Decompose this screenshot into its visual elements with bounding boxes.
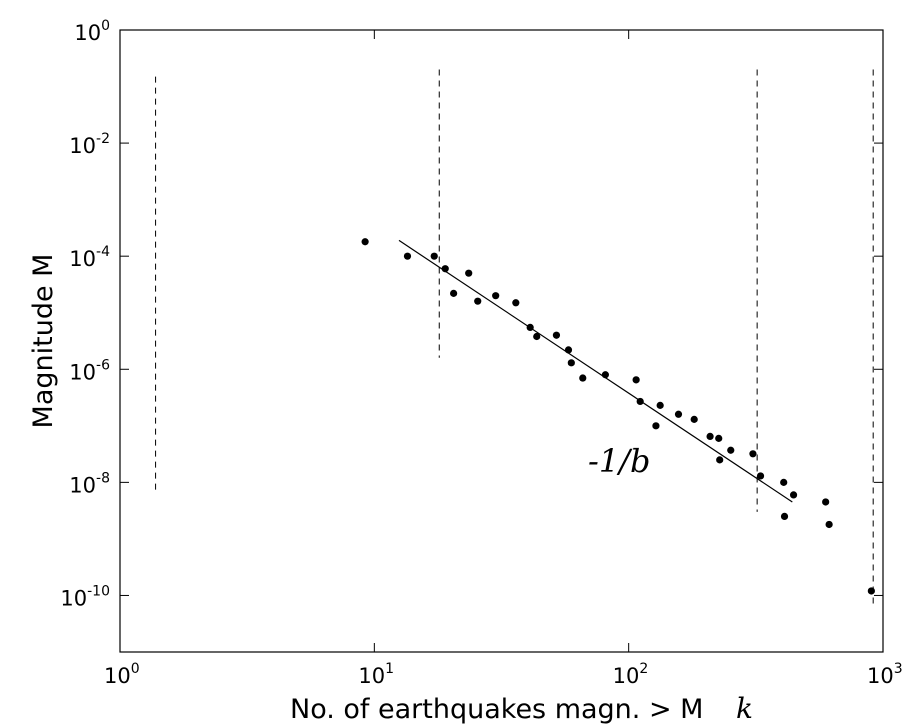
data-point-26 (727, 446, 735, 454)
data-point-24 (715, 434, 723, 442)
x-tick-exponent: 2 (639, 661, 648, 677)
data-point-34 (867, 587, 875, 595)
data-point-20 (656, 401, 664, 409)
x-tick-base: 10 (613, 664, 640, 688)
plot-frame (119, 29, 884, 653)
x-tick-exponent: 1 (385, 661, 394, 677)
y-tick-label-2: 10-2 (69, 131, 110, 158)
y-tick-label-5: 10-8 (69, 470, 110, 497)
data-point-14 (567, 359, 575, 367)
data-point-12 (552, 331, 561, 339)
y-tick-label-4: 10-6 (69, 357, 110, 384)
data-point-13 (564, 346, 573, 354)
data-point-30 (780, 512, 789, 521)
data-point-19 (652, 422, 660, 430)
y-tick-label-3: 10-4 (69, 244, 110, 271)
y-tick-base: 10 (69, 360, 96, 384)
data-point-9 (512, 299, 520, 307)
data-point-10 (526, 323, 534, 332)
data-point-23 (706, 432, 714, 440)
data-point-27 (749, 450, 757, 458)
x-axis-ticks: 100 101 102 103 (104, 30, 903, 688)
data-point-5 (450, 289, 458, 297)
data-point-29 (780, 478, 788, 486)
data-point-15 (579, 374, 587, 382)
fit-line (398, 239, 793, 503)
data-point-11 (533, 332, 541, 341)
data-point-3 (430, 252, 438, 260)
data-point-32 (822, 498, 830, 506)
x-tick-label-3: 102 (613, 661, 649, 688)
x-tick-label-4: 103 (867, 661, 903, 688)
y-tick-exponent: -2 (96, 131, 110, 147)
data-point-18 (636, 397, 644, 406)
y-tick-exponent: -10 (87, 583, 110, 599)
x-axis-label-variable: k (736, 692, 753, 725)
data-point-21 (674, 410, 683, 418)
data-point-6 (465, 269, 473, 277)
dashed-vertical-lines (155, 69, 874, 608)
x-tick-label-2: 101 (358, 661, 394, 688)
y-tick-base: 10 (69, 134, 96, 158)
data-point-31 (789, 491, 798, 499)
x-tick-exponent: 0 (131, 661, 140, 677)
data-point-2 (403, 252, 412, 260)
x-tick-base: 10 (867, 664, 894, 688)
x-tick-base: 10 (358, 664, 385, 688)
data-point-1 (361, 238, 369, 246)
data-point-33 (825, 520, 833, 529)
data-point-4 (441, 265, 449, 273)
y-tick-base: 10 (69, 473, 96, 497)
data-point-22 (690, 415, 698, 423)
y-tick-label-6: 10-10 (60, 583, 110, 610)
data-point-17 (632, 376, 640, 384)
fit-line-group (398, 239, 793, 503)
fit-slope-annotation: -1/b (588, 442, 650, 480)
y-tick-exponent: 0 (101, 18, 110, 34)
x-tick-base: 10 (104, 664, 131, 688)
data-point-25 (716, 456, 724, 464)
data-points (361, 238, 875, 595)
data-point-16 (601, 371, 609, 379)
y-tick-base: 10 (60, 586, 87, 610)
y-tick-exponent: -8 (96, 470, 110, 486)
y-axis-label: Magnitude M (28, 254, 59, 429)
y-tick-base: 10 (69, 247, 96, 271)
x-axis-label: No. of earthquakes magn. > M (290, 694, 703, 725)
y-tick-base: 10 (74, 21, 101, 45)
data-point-8 (492, 292, 500, 300)
x-tick-exponent: 3 (894, 661, 903, 677)
data-point-7 (474, 297, 482, 305)
x-tick-label-1: 100 (104, 661, 140, 688)
data-point-28 (756, 472, 765, 480)
y-tick-label-1: 100 (74, 18, 110, 45)
y-tick-exponent: -4 (96, 244, 110, 260)
y-tick-exponent: -6 (96, 357, 110, 373)
